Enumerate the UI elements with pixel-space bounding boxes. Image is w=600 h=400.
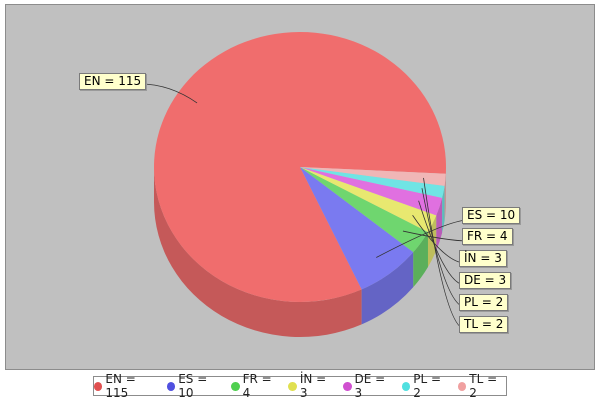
callout-fr: FR = 4 bbox=[462, 228, 513, 245]
pie-slice-fr bbox=[300, 167, 428, 253]
pie-slice-en bbox=[153, 31, 446, 303]
pie-wall-pl bbox=[442, 185, 445, 233]
legend-dot-tl bbox=[457, 381, 467, 391]
callout-in: İN = 3 bbox=[459, 250, 507, 267]
pie-wall-de bbox=[436, 197, 443, 251]
legend-dot-es bbox=[166, 381, 176, 391]
legend-item-fr: FR = 4 bbox=[231, 372, 280, 400]
pie-wall-tl bbox=[444, 173, 446, 221]
legend-label-tl: TL = 2 bbox=[469, 372, 498, 400]
legend-item-tl: TL = 2 bbox=[457, 372, 506, 400]
legend-item-in: İN = 3 bbox=[288, 372, 335, 400]
legend-label-fr: FR = 4 bbox=[242, 372, 272, 400]
pie-slice-in bbox=[300, 167, 437, 232]
pie-slice-de bbox=[300, 167, 443, 216]
legend-item-de: DE = 3 bbox=[343, 372, 394, 400]
callout-pl: PL = 2 bbox=[459, 294, 509, 311]
pie-chart bbox=[139, 31, 469, 337]
pie-wall-fr bbox=[413, 231, 428, 288]
legend-item-pl: PL = 2 bbox=[401, 372, 450, 400]
legend-label-de: DE = 3 bbox=[354, 372, 386, 400]
legend-dot-in bbox=[288, 381, 297, 391]
pie-wall-es bbox=[361, 252, 414, 325]
callout-en: EN = 115 bbox=[79, 73, 147, 90]
pie-slice-tl bbox=[300, 167, 446, 186]
legend-label-en: EN = 115 bbox=[105, 372, 136, 400]
legend-dot-fr bbox=[231, 381, 240, 391]
legend-item-en: EN = 115 bbox=[94, 372, 159, 400]
legend-label-in: İN = 3 bbox=[299, 372, 327, 400]
pie-slice-es bbox=[300, 167, 414, 290]
legend-label-es: ES = 10 bbox=[178, 372, 208, 400]
pie-slice-pl bbox=[300, 167, 445, 198]
callout-tl: TL = 2 bbox=[459, 316, 509, 333]
legend-dot-pl bbox=[401, 381, 411, 391]
legend: EN = 115 ES = 10 FR = 4 İN = 3 DE = 3 PL… bbox=[93, 372, 507, 400]
plot-area bbox=[5, 4, 595, 370]
legend-dot-de bbox=[343, 381, 352, 391]
pie-wall-en bbox=[154, 167, 362, 337]
callout-es: ES = 10 bbox=[462, 207, 521, 224]
legend-label-pl: PL = 2 bbox=[413, 372, 442, 400]
legend-item-es: ES = 10 bbox=[166, 372, 223, 400]
callout-de: DE = 3 bbox=[459, 272, 512, 289]
legend-dot-en bbox=[94, 381, 103, 391]
